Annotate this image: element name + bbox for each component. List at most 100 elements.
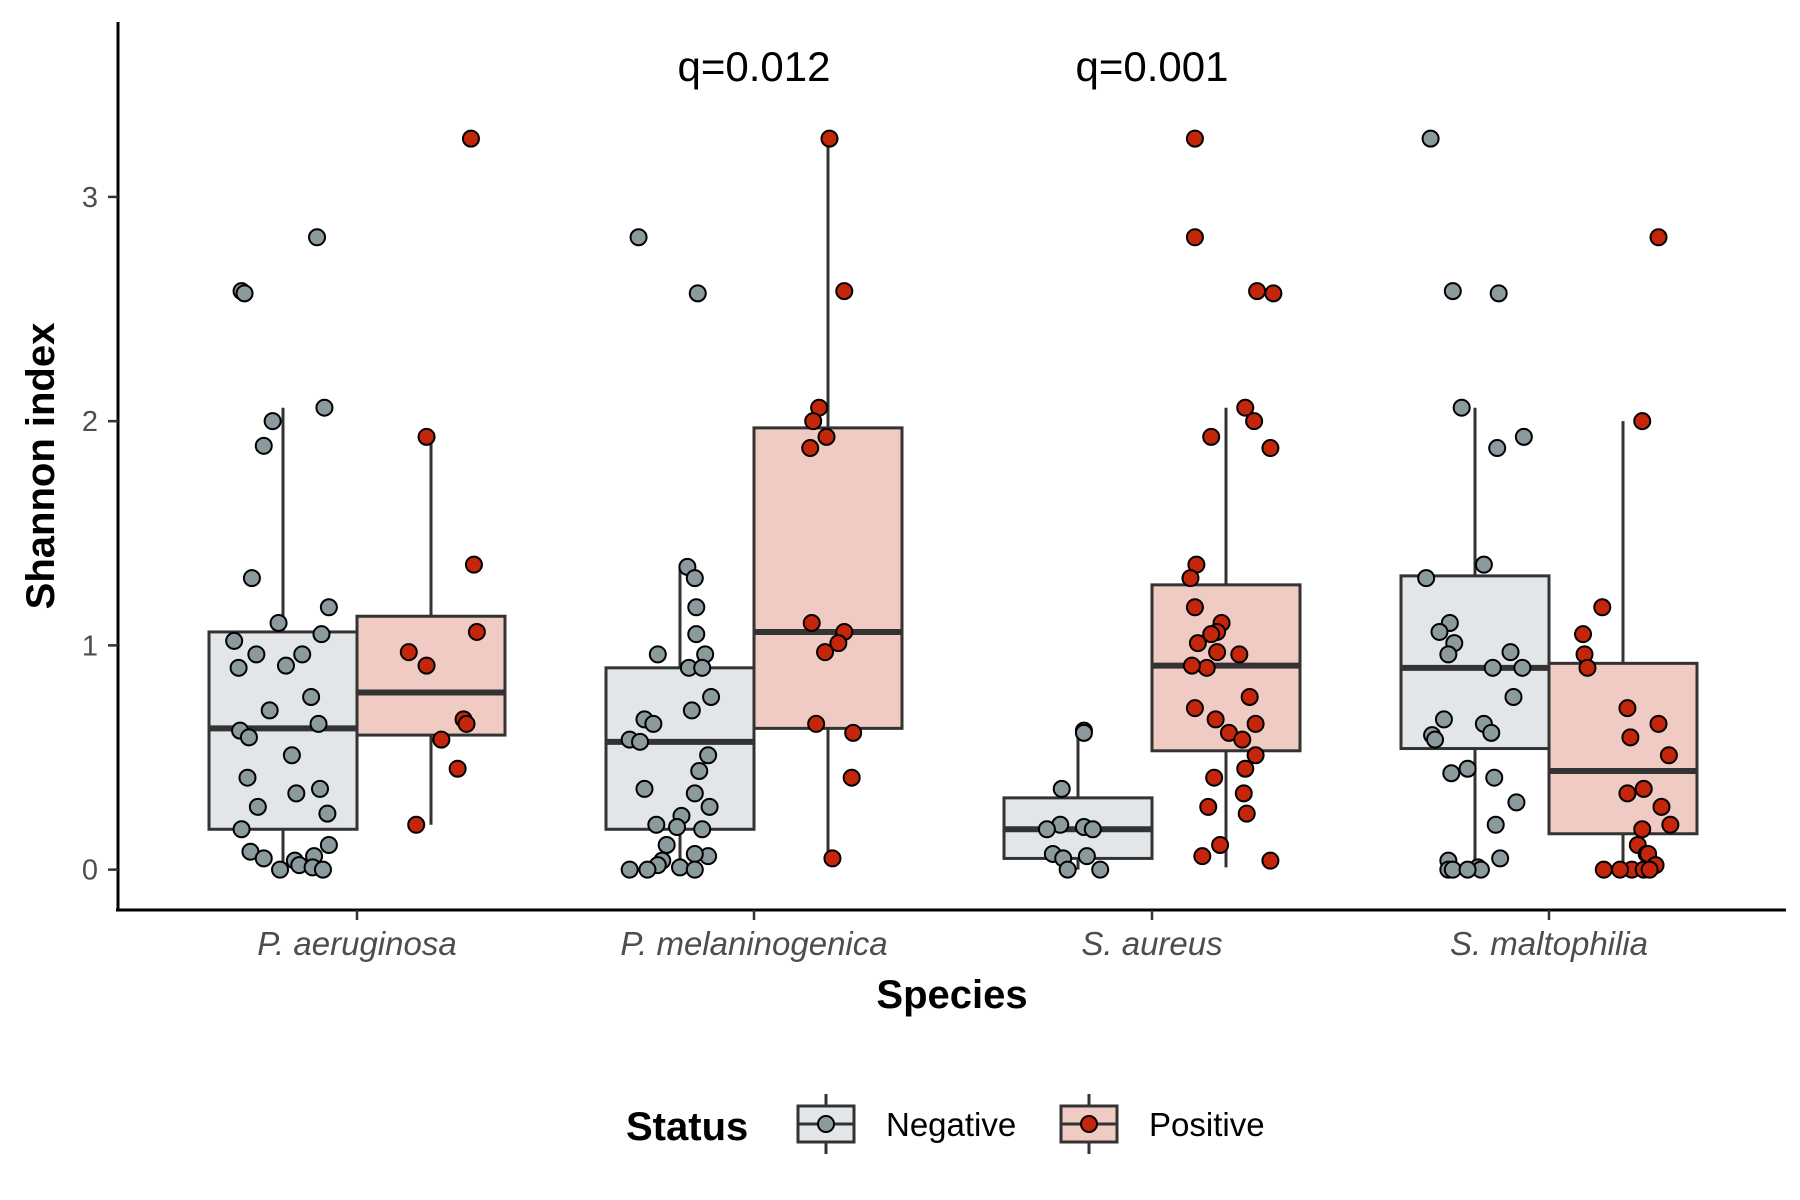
- data-point: [1640, 860, 1659, 879]
- data-point: [1052, 779, 1071, 798]
- data-point: [1236, 759, 1255, 778]
- data-point: [647, 815, 666, 834]
- data-point: [823, 849, 842, 868]
- data-point: [318, 804, 337, 823]
- data-point: [835, 282, 854, 301]
- data-point: [1504, 687, 1523, 706]
- data-point: [247, 645, 266, 664]
- data-point: [1618, 699, 1637, 718]
- data-point: [1185, 129, 1204, 148]
- data-point: [1452, 398, 1471, 417]
- box-positive-1: [752, 138, 904, 859]
- data-point: [312, 625, 331, 644]
- data-point: [638, 860, 657, 879]
- box-iqr: [752, 426, 904, 730]
- data-point: [1202, 427, 1221, 446]
- legend: Status Negative Positive: [626, 1094, 1265, 1154]
- data-point: [1185, 598, 1204, 617]
- data-point: [313, 860, 332, 879]
- data-point: [232, 820, 251, 839]
- data-point: [1458, 860, 1477, 879]
- x-tick-label: S. maltophilia: [1450, 925, 1648, 962]
- data-point: [1240, 687, 1259, 706]
- points-negative-0: [225, 228, 338, 879]
- data-point: [315, 398, 334, 417]
- points-negative-2: [1037, 721, 1110, 879]
- data-point: [1574, 625, 1593, 644]
- data-point: [1234, 784, 1253, 803]
- data-point: [319, 598, 338, 617]
- data-point: [1652, 797, 1671, 816]
- data-point: [685, 784, 704, 803]
- data-point: [1197, 658, 1216, 677]
- data-point: [1611, 860, 1630, 879]
- data-point: [1236, 398, 1255, 417]
- data-point: [1077, 847, 1096, 866]
- data-point: [688, 284, 707, 303]
- data-point: [1421, 129, 1440, 148]
- data-point: [1439, 645, 1458, 664]
- data-point: [1083, 820, 1102, 839]
- data-point: [631, 732, 650, 751]
- data-point: [820, 129, 839, 148]
- data-point: [1426, 730, 1445, 749]
- data-point: [804, 412, 823, 431]
- data-point: [417, 656, 436, 675]
- data-point: [302, 687, 321, 706]
- data-point: [1434, 710, 1453, 729]
- data-point: [801, 439, 820, 458]
- points-negative-3: [1417, 129, 1533, 879]
- data-point: [235, 284, 254, 303]
- data-point: [1245, 412, 1264, 431]
- data-point: [685, 844, 704, 863]
- plot-area: q=0.012 q=0.001: [207, 43, 1699, 879]
- box-positive-2: [1150, 407, 1302, 868]
- data-point: [844, 723, 863, 742]
- data-point: [1513, 658, 1532, 677]
- significance-annotation: q=0.012: [678, 43, 831, 90]
- data-point: [807, 714, 826, 733]
- box-iqr: [604, 666, 756, 831]
- data-point: [829, 634, 848, 653]
- data-point: [238, 768, 257, 787]
- data-point: [1248, 282, 1267, 301]
- data-point: [671, 858, 689, 877]
- data-point: [1074, 723, 1093, 742]
- data-point: [1233, 730, 1252, 749]
- data-point: [239, 728, 258, 747]
- legend-key-point: [1080, 1115, 1098, 1133]
- data-point: [1202, 625, 1221, 644]
- data-point: [700, 797, 719, 816]
- data-point: [1237, 804, 1256, 823]
- data-point: [702, 687, 721, 706]
- data-point: [1185, 228, 1204, 247]
- data-point: [1188, 634, 1207, 653]
- data-point: [1058, 860, 1077, 879]
- data-point: [1649, 228, 1668, 247]
- data-point: [309, 714, 328, 733]
- data-point: [1443, 282, 1462, 301]
- data-point: [1261, 439, 1280, 458]
- data-point: [1211, 835, 1230, 854]
- data-point: [648, 645, 667, 664]
- y-tick-label: 3: [82, 182, 98, 214]
- data-point: [682, 701, 701, 720]
- data-point: [1193, 847, 1212, 866]
- data-point: [1482, 723, 1501, 742]
- data-point: [693, 820, 712, 839]
- x-tick-label: P. melaninogenica: [620, 925, 887, 962]
- y-tick-label: 0: [82, 855, 98, 887]
- data-point: [1489, 284, 1508, 303]
- data-point: [1486, 815, 1505, 834]
- data-point: [1593, 598, 1612, 617]
- data-point: [254, 849, 273, 868]
- points-negative-1: [620, 228, 721, 879]
- data-point: [629, 228, 648, 247]
- data-point: [635, 779, 654, 798]
- data-point: [1491, 849, 1510, 868]
- data-point: [687, 598, 706, 617]
- data-point: [229, 658, 248, 677]
- data-point: [1618, 784, 1637, 803]
- legend-title: Status: [626, 1105, 748, 1149]
